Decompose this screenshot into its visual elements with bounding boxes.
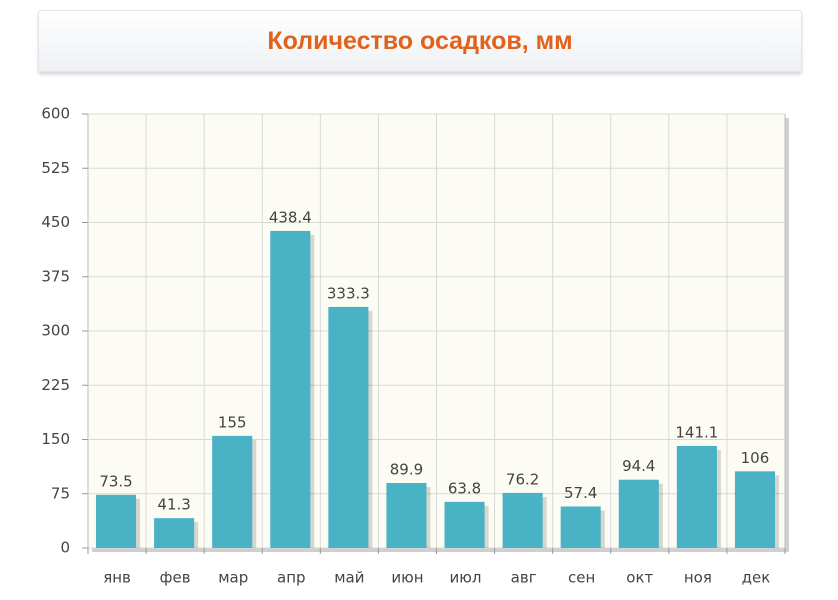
y-tick-label: 600 xyxy=(41,105,70,123)
bar xyxy=(444,501,485,548)
value-label: 73.5 xyxy=(99,472,132,490)
bar xyxy=(154,518,195,548)
value-label: 155 xyxy=(218,413,247,431)
value-label: 106 xyxy=(741,449,770,467)
bar xyxy=(328,306,369,548)
value-label: 438.4 xyxy=(269,208,312,226)
y-tick-label: 375 xyxy=(41,267,70,285)
x-tick-label: мар xyxy=(218,569,248,587)
y-tick-label: 300 xyxy=(41,322,70,340)
x-tick-label: дек xyxy=(742,569,771,587)
value-label: 94.4 xyxy=(622,457,655,475)
x-tick-label: янв xyxy=(103,569,131,587)
bar xyxy=(502,492,543,548)
bar xyxy=(618,479,659,548)
x-tick-label: июн xyxy=(391,569,423,587)
x-tick-label: авг xyxy=(511,569,537,587)
value-label: 41.3 xyxy=(157,496,190,514)
y-tick-label: 0 xyxy=(60,539,70,557)
chart-title: Количество осадков, мм xyxy=(267,26,573,55)
y-tick-label: 450 xyxy=(41,213,70,231)
x-tick-label: май xyxy=(334,569,364,587)
value-label: 57.4 xyxy=(564,484,597,502)
bar xyxy=(270,230,311,548)
title-box: Количество осадков, мм xyxy=(38,10,802,72)
bar xyxy=(560,506,601,548)
bar xyxy=(96,494,137,548)
y-tick-label: 75 xyxy=(51,484,70,502)
y-tick-label: 525 xyxy=(41,159,70,177)
x-tick-label: окт xyxy=(626,569,653,587)
bar xyxy=(386,482,427,548)
value-label: 141.1 xyxy=(675,423,718,441)
value-label: 76.2 xyxy=(506,470,539,488)
value-label: 333.3 xyxy=(327,284,370,302)
y-tick-label: 225 xyxy=(41,376,70,394)
bar xyxy=(212,435,253,548)
bar xyxy=(676,445,717,548)
x-tick-label: фев xyxy=(160,569,191,587)
x-tick-label: сен xyxy=(568,569,595,587)
value-label: 89.9 xyxy=(390,460,423,478)
y-tick-label: 150 xyxy=(41,430,70,448)
x-tick-label: ноя xyxy=(684,569,712,587)
x-tick-label: апр xyxy=(277,569,306,587)
value-label: 63.8 xyxy=(448,479,481,497)
x-tick-label: июл xyxy=(450,569,482,587)
bar xyxy=(734,471,775,548)
